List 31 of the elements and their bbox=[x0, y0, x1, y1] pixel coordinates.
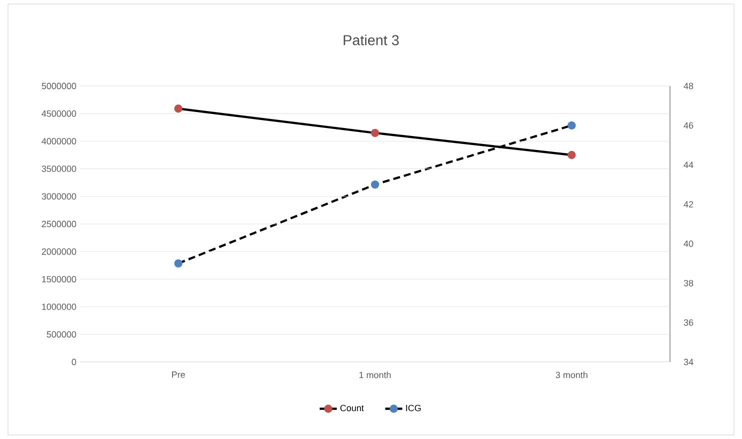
x-tick-label: 1 month bbox=[359, 372, 391, 378]
x-tick-label: 3 month bbox=[556, 372, 588, 378]
y-tick-label: 1500000 bbox=[42, 276, 76, 282]
y-tick-label: 0 bbox=[72, 358, 76, 366]
y-tick-label: 5000000 bbox=[42, 82, 76, 90]
y-tick-label: 1000000 bbox=[42, 304, 76, 310]
legend-label: ICG bbox=[406, 404, 421, 412]
y-tick-label: 4000000 bbox=[42, 138, 76, 144]
y-tick-label: 2000000 bbox=[42, 248, 76, 255]
y-tick-label: 500000 bbox=[46, 331, 76, 338]
y-tick-label: 2500000 bbox=[42, 220, 76, 228]
y2-tick-label: 48 bbox=[684, 82, 694, 90]
chart-title: Patient 3 bbox=[344, 34, 399, 46]
point bbox=[568, 150, 576, 160]
y-tick-label: 4500000 bbox=[42, 110, 76, 117]
y2-tick-label: 42 bbox=[684, 201, 694, 208]
y2-tick-label: 34 bbox=[684, 358, 694, 366]
y2-tick-label: 46 bbox=[684, 122, 694, 129]
y-tick-label: 3500000 bbox=[42, 166, 76, 172]
y2-tick-label: 38 bbox=[684, 280, 694, 286]
point bbox=[370, 128, 380, 138]
point bbox=[174, 104, 182, 113]
y-tick-label: 3000000 bbox=[42, 193, 76, 200]
point bbox=[370, 180, 380, 189]
point bbox=[174, 259, 182, 268]
point bbox=[568, 121, 576, 130]
x-tick-label: Pre bbox=[172, 372, 185, 378]
legend-label: Count bbox=[340, 404, 364, 412]
y2-tick-label: 40 bbox=[684, 240, 694, 247]
y2-tick-label: 44 bbox=[684, 162, 694, 168]
y2-tick-label: 36 bbox=[684, 319, 694, 326]
